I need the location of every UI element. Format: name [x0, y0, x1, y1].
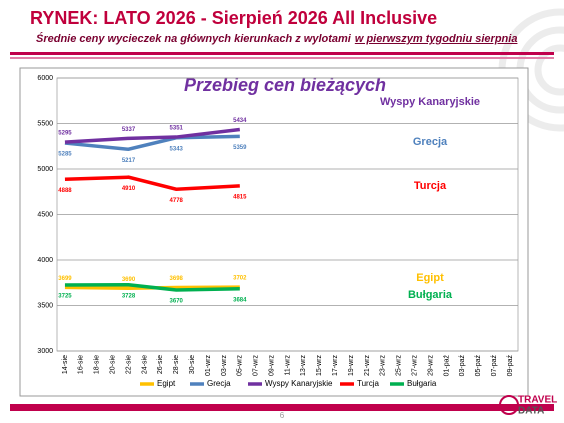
subtitle: Średnie ceny wycieczek na głównych kieru…	[36, 33, 517, 45]
x-tick-label: 05-paź	[475, 355, 482, 377]
data-label: 5343	[170, 146, 184, 152]
x-tick-label: 20-sie	[109, 355, 116, 374]
plot-area	[56, 77, 519, 352]
x-tick-label: 19-wrz	[348, 355, 355, 377]
data-label: 4815	[233, 194, 247, 200]
data-label: 3702	[233, 276, 247, 282]
data-label: 3728	[122, 293, 136, 299]
data-label: 3684	[233, 297, 247, 303]
bottom-rule	[10, 404, 554, 411]
x-tick-label: 07-wrz	[253, 355, 260, 377]
x-tick-label: 09-paź	[507, 355, 514, 377]
x-tick-label: 07-paź	[491, 355, 498, 377]
series-label: Egipt	[416, 272, 444, 284]
data-label: 3699	[58, 276, 72, 282]
data-label: 5295	[58, 131, 72, 137]
data-label: 3690	[122, 277, 136, 283]
series-label: Bułgaria	[407, 289, 452, 301]
legend-label: Egipt	[157, 379, 176, 388]
subtitle-emphasis: w pierwszym tygodniu sierpnia	[354, 33, 518, 45]
page-number: 6	[280, 411, 285, 420]
data-label: 5337	[122, 127, 136, 133]
series-line	[64, 175, 240, 191]
x-tick-label: 24-sie	[141, 355, 148, 374]
x-tick-label: 13-wrz	[300, 355, 307, 377]
x-tick-label: 23-wrz	[380, 355, 387, 377]
x-tick-label: 17-wrz	[332, 355, 339, 377]
logo-text: TRAVEL	[518, 395, 557, 406]
data-label: 3670	[170, 299, 184, 305]
x-tick-label: 01-wrz	[205, 355, 212, 377]
x-tick-label: 03-wrz	[221, 355, 228, 377]
legend-label: Bułgaria	[407, 379, 437, 388]
y-tick-label: 4000	[37, 257, 53, 264]
logo-text: DATA	[518, 406, 544, 417]
x-tick-label: 30-sie	[189, 355, 196, 374]
legend-label: Grecja	[207, 379, 231, 388]
x-tick-label: 05-wrz	[237, 355, 244, 377]
data-label: 4910	[122, 186, 136, 192]
chart-title: Przebieg cen bieżących	[184, 75, 386, 95]
logo-mark	[499, 395, 519, 415]
y-tick-label: 3500	[37, 302, 53, 309]
x-tick-label: 21-wrz	[364, 355, 371, 377]
x-tick-label: 14-sie	[62, 355, 69, 374]
top-rule	[10, 57, 554, 59]
data-label: 5217	[122, 158, 136, 164]
x-tick-label: 29-wrz	[427, 355, 434, 377]
x-tick-label: 09-wrz	[268, 355, 275, 377]
data-label: 5285	[58, 152, 72, 158]
x-tick-label: 28-sie	[173, 355, 180, 374]
data-label: 5351	[170, 126, 184, 132]
data-label: 3725	[58, 294, 72, 300]
series-line	[64, 134, 240, 152]
top-rule	[10, 52, 554, 55]
series-label: Wyspy Kanaryjskie	[379, 96, 481, 108]
data-label: 3698	[170, 276, 184, 282]
x-tick-label: 26-sie	[157, 355, 164, 374]
subtitle-text: Średnie ceny wycieczek na głównych kieru…	[36, 33, 351, 45]
y-tick-label: 5500	[37, 120, 53, 127]
title: RYNEK: LATO 2026 - Sierpień 2026 All Inc…	[30, 8, 438, 28]
data-label: 4778	[170, 198, 184, 204]
x-tick-label: 03-paź	[459, 355, 466, 377]
series-line	[64, 283, 240, 292]
x-tick-label: 11-wrz	[284, 355, 291, 376]
x-tick-label: 01-paź	[443, 355, 450, 377]
y-tick-label: 4500	[37, 211, 53, 218]
series-label: Grecja	[412, 136, 448, 148]
y-tick-label: 6000	[37, 75, 53, 82]
series-label: Turcja	[413, 180, 447, 192]
data-label: 5359	[233, 145, 247, 151]
x-tick-label: 18-sie	[94, 355, 101, 374]
y-tick-label: 3000	[37, 348, 53, 355]
series-line	[64, 127, 241, 144]
x-tick-label: 27-wrz	[412, 355, 419, 377]
chart-frame	[19, 67, 529, 397]
data-label: 4888	[58, 188, 72, 194]
x-tick-label: 15-wrz	[316, 355, 323, 377]
legend-label: Wyspy Kanaryjskie	[265, 379, 333, 388]
x-tick-label: 16-sie	[78, 355, 85, 374]
x-tick-label: 22-sie	[125, 355, 132, 374]
legend-label: Turcja	[357, 379, 379, 388]
y-tick-label: 5000	[37, 166, 53, 173]
data-label: 5434	[233, 118, 247, 124]
x-tick-label: 25-wrz	[396, 355, 403, 377]
